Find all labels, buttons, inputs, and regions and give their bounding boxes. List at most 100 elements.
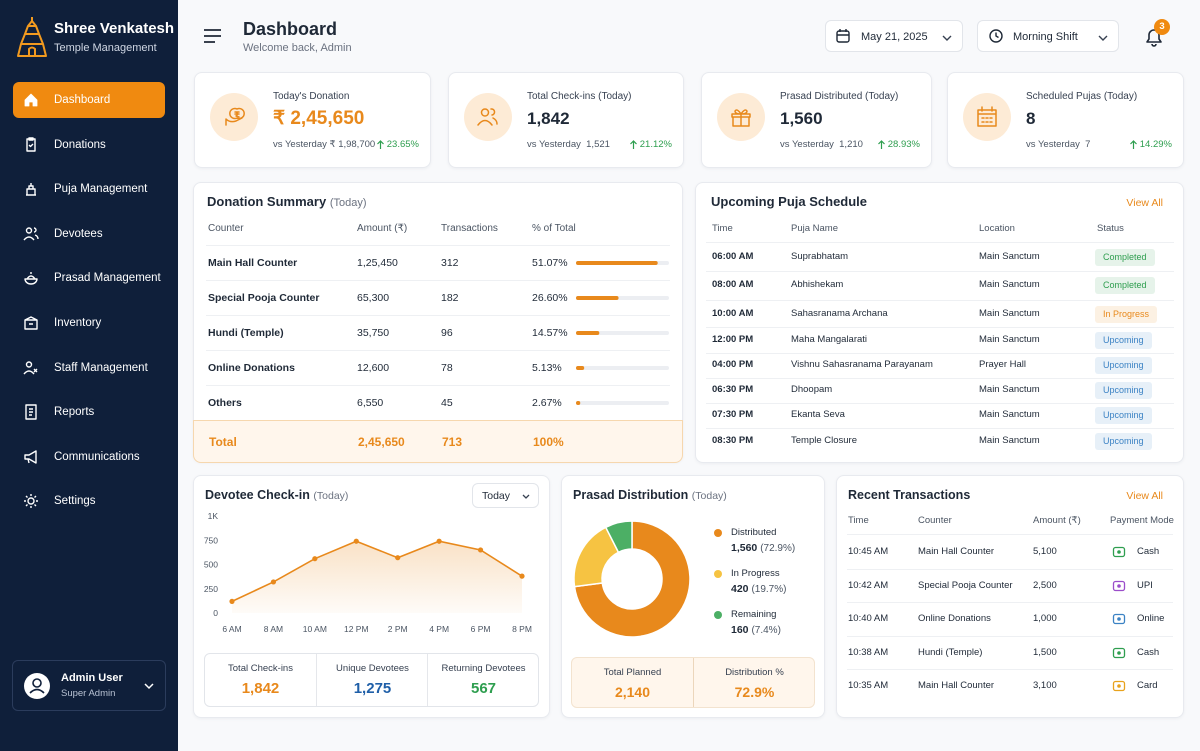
x-tick-label: 6 AM [222, 624, 241, 634]
nav-item[interactable]: Reports [13, 394, 165, 430]
payment-mode: UPI [1137, 579, 1153, 591]
txn-counter: Special Pooja Counter [918, 579, 1013, 591]
icon-dot [1117, 550, 1121, 554]
nav-item[interactable]: Donations [13, 127, 165, 163]
summary-value: 2,140 [614, 684, 651, 700]
icon-bg [464, 93, 512, 141]
nav-icon [24, 272, 38, 286]
donut-slice [604, 520, 633, 554]
icon-dot [1117, 617, 1121, 621]
arrow-shape [376, 140, 384, 149]
txn-amount: 2,500 [1033, 579, 1057, 591]
column-header: Time [848, 515, 869, 526]
date-picker[interactable]: May 21, 2025 [825, 20, 963, 52]
transactions: 312 [441, 257, 459, 269]
stat-compare: vs Yesterday 7 [1026, 139, 1091, 150]
legend-value: 420 (19.7%) [731, 581, 786, 597]
amount: 65,300 [357, 292, 390, 304]
icon-dot [1117, 684, 1121, 688]
puja-name: Suprabhatam [791, 251, 849, 262]
icon-shape [477, 108, 498, 126]
nav-item[interactable]: Devotees [13, 216, 165, 252]
puja-name: Ekanta Seva [791, 409, 845, 420]
x-tick-label: 8 PM [512, 624, 532, 634]
menu-toggle[interactable] [204, 29, 222, 43]
column-header: Location [979, 223, 1015, 234]
puja-location: Main Sanctum [979, 384, 1040, 395]
period: (Today) [329, 197, 367, 209]
icon-shape [23, 227, 39, 241]
amount: 6,550 [357, 397, 384, 409]
dot [714, 529, 722, 537]
chevron [1098, 35, 1108, 41]
title: Donation Summary [207, 194, 327, 209]
nav-icon [26, 183, 36, 196]
title: Devotee Check-in [205, 488, 310, 502]
icon-shape [225, 107, 245, 126]
percent: 26.60% [532, 292, 568, 304]
nav-item[interactable]: Communications [13, 439, 165, 475]
txn-time: 10:45 AM [848, 546, 889, 557]
nav-icon [24, 494, 38, 509]
y-tick-label: 1K [208, 511, 219, 521]
puja-location: Main Sanctum [979, 308, 1040, 319]
filter: Today [482, 490, 511, 502]
area [232, 541, 522, 613]
point [436, 538, 442, 544]
nav-item[interactable]: Staff Management [13, 350, 165, 386]
puja-time: 07:30 PM [712, 409, 754, 420]
card-title: Prasad Distribution (Today) [573, 487, 727, 503]
puja-location: Main Sanctum [979, 334, 1040, 345]
counter-name: Others [208, 397, 242, 409]
icon-dot [1117, 650, 1121, 655]
puja-location: Main Sanctum [979, 435, 1040, 446]
nav-icon [24, 316, 38, 330]
card-title: Recent Transactions [848, 488, 971, 502]
txn-amount: 1,500 [1033, 646, 1057, 658]
dot [714, 611, 722, 619]
stat-value: 1,560 [780, 109, 823, 128]
nav-item[interactable]: Settings [13, 483, 165, 519]
value-label: 1,560 [731, 542, 758, 554]
summary-value: 1,275 [353, 680, 392, 697]
divider [847, 669, 1173, 670]
y-tick-label: 750 [204, 535, 218, 545]
puja-time: 08:00 AM [712, 279, 754, 290]
shift-select[interactable]: Morning Shift [977, 20, 1119, 52]
filter-dropdown[interactable]: Today [472, 483, 539, 508]
divider [706, 428, 1174, 429]
date: May 21, 2025 [861, 31, 928, 43]
x-tick-label: 6 PM [471, 624, 491, 634]
icon-bg [210, 93, 258, 141]
summary-item: Distribution % 72.9% [693, 658, 814, 707]
summary-item: Total Planned 2,140 [572, 658, 693, 707]
icon-path [477, 108, 498, 126]
puja-name: Maha Mangalarati [791, 334, 868, 345]
upcoming-puja-card: Upcoming Puja Schedule View All Time Puja… [695, 182, 1184, 463]
nav-item[interactable]: Inventory [13, 305, 165, 341]
nav-item[interactable]: Prasad Management [13, 260, 165, 296]
up-arrow [877, 140, 885, 149]
view-all[interactable]: View All [1126, 490, 1163, 502]
summary-value: 72.9% [734, 684, 775, 700]
percent-label: (7.4%) [751, 625, 781, 636]
percent-label: (72.9%) [760, 543, 796, 554]
user-card[interactable]: Admin User Super Admin [12, 660, 166, 711]
calendar-icon [836, 29, 850, 43]
percent: 5.13% [532, 362, 562, 374]
arrow-shape [1129, 140, 1137, 149]
nav-item[interactable]: Dashboard [13, 82, 165, 118]
stat-icon [963, 93, 1011, 141]
stat-compare: vs Yesterday 1,210 [780, 139, 863, 150]
view-all[interactable]: View All [1126, 197, 1163, 209]
legend-dot [714, 570, 722, 578]
divider [706, 327, 1174, 328]
nav-item[interactable]: Puja Management [13, 171, 165, 207]
txn-counter: Main Hall Counter [918, 680, 995, 691]
summary-box: Total Planned 2,140 Distribution % 72.9% [571, 657, 815, 708]
stat-label: Today's Donation [273, 91, 350, 102]
up-arrow [629, 140, 637, 149]
payment-icon [1112, 546, 1126, 558]
legend-value: 160 (7.4%) [731, 622, 781, 638]
txn-amount: 1,000 [1033, 613, 1057, 624]
